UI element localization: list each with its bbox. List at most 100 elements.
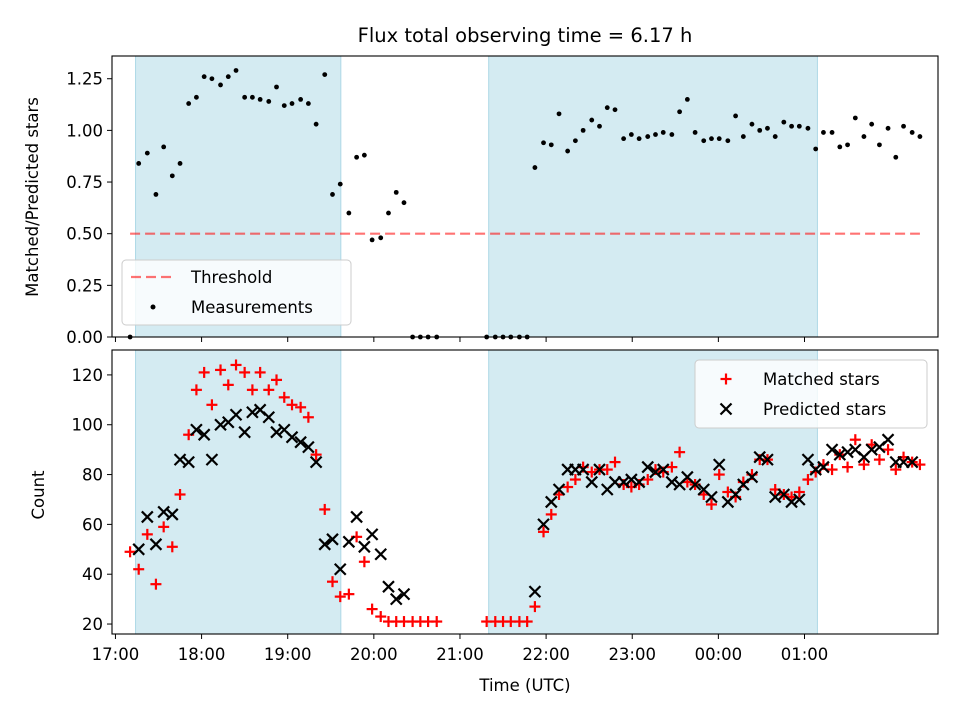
matched-star-point xyxy=(826,464,838,476)
predicted-star-point-b xyxy=(182,455,195,469)
matched-star-point xyxy=(230,359,242,371)
matched-star-point xyxy=(319,503,331,515)
measurement-point xyxy=(837,144,843,150)
measurement-point xyxy=(257,96,263,102)
matched-star-point xyxy=(705,498,717,510)
matched-star-point xyxy=(271,374,283,386)
measurement-point xyxy=(378,235,384,241)
predicted-star-point xyxy=(365,528,379,541)
measurement-point xyxy=(885,125,891,131)
measurement-point xyxy=(877,142,882,148)
predicted-star-point xyxy=(825,443,839,456)
matched-star-point xyxy=(206,399,218,411)
predicted-star-point xyxy=(397,587,411,601)
predicted-star-point xyxy=(166,508,179,521)
predicted-star-point-b xyxy=(294,435,307,449)
matched-star-point xyxy=(586,466,598,478)
matched-star-point xyxy=(890,464,902,476)
bottom-x-tick-label: 20:00 xyxy=(350,645,398,664)
measurement-point xyxy=(289,101,295,106)
predicted-star-point xyxy=(326,533,339,546)
measurement-point xyxy=(772,134,778,139)
predicted-star-point xyxy=(182,455,195,469)
measurement-point xyxy=(572,138,578,144)
predicted-star-point xyxy=(285,430,299,444)
matched-star-point xyxy=(198,366,210,378)
legend-threshold-label: Threshold xyxy=(190,268,272,287)
top-axes-frame xyxy=(111,55,939,338)
matched-star-point xyxy=(529,601,541,613)
matched-star-point xyxy=(278,391,290,403)
predicted-star-point-b xyxy=(190,423,203,436)
predicted-star-point-b xyxy=(905,455,919,469)
legend-matched-marker xyxy=(720,373,732,385)
predicted-star-point-b xyxy=(785,495,798,509)
measurement-point xyxy=(565,148,571,154)
measurement-point xyxy=(597,123,602,129)
predicted-star-point xyxy=(817,460,830,474)
measurement-point xyxy=(186,101,192,106)
measurement-point xyxy=(249,94,255,100)
measurement-point xyxy=(861,134,867,139)
bottom-y-tick-label: 120 xyxy=(72,366,104,385)
predicted-star-point-b xyxy=(649,465,662,479)
top-y-tick-label: 1.25 xyxy=(66,70,103,89)
predicted-star-point-b xyxy=(253,403,267,417)
predicted-star-point-b xyxy=(246,406,259,419)
matched-star-point xyxy=(358,556,370,568)
bottom-x-tick-label: 23:00 xyxy=(608,645,656,664)
predicted-star-point xyxy=(309,455,323,469)
legend-predicted-glyph xyxy=(719,402,733,416)
predicted-star-point-b xyxy=(801,453,815,466)
measurement-point xyxy=(209,76,215,82)
bottom-panel: 20 40 60 80 100 120 17:00 18:00 19:00 20:00 21:00 2… xyxy=(72,349,939,664)
measurement-point xyxy=(313,121,319,127)
matched-star-point xyxy=(334,591,346,603)
measurement-point xyxy=(692,130,698,135)
legend-predicted-glyph-b xyxy=(719,402,733,416)
legend-predicted-label: Predicted stars xyxy=(763,400,886,419)
measurement-point xyxy=(749,121,755,127)
measurement-point xyxy=(136,161,142,166)
predicted-star-point-b xyxy=(544,495,558,509)
measurement-point xyxy=(233,68,239,73)
measurement-point xyxy=(354,154,360,160)
bottom-x-tick-label: 22:00 xyxy=(522,645,570,664)
predicted-star-point xyxy=(318,538,332,551)
predicted-star-point xyxy=(149,538,163,551)
bottom-y-tick-label: 20 xyxy=(82,615,103,634)
predicted-star-point xyxy=(141,510,154,524)
matched-star-point xyxy=(302,411,314,423)
predicted-star-point-b xyxy=(656,463,670,476)
predicted-star-point xyxy=(729,488,742,501)
predicted-star-point-b xyxy=(326,533,339,546)
matched-star-point xyxy=(802,474,814,486)
matched-star-point xyxy=(133,563,145,575)
bottom-y-tick-label: 80 xyxy=(82,466,103,485)
predicted-star-point xyxy=(761,453,774,466)
measurement-point xyxy=(796,123,802,129)
predicted-star-point xyxy=(214,418,227,432)
measurement-point xyxy=(393,189,399,195)
predicted-star-point xyxy=(585,475,599,489)
predicted-star-point xyxy=(132,543,145,556)
measurement-point xyxy=(684,96,690,102)
predicted-star-point-b xyxy=(665,475,679,489)
measurement-point xyxy=(604,105,610,111)
predicted-star-point-b xyxy=(817,460,830,474)
predicted-star-point xyxy=(753,450,766,464)
matched-star-point xyxy=(666,461,678,473)
bottom-shaded-range xyxy=(135,350,342,634)
measurement-point xyxy=(298,96,304,102)
measurement-point xyxy=(242,94,248,100)
predicted-star-point-b xyxy=(753,450,766,464)
predicted-star-point xyxy=(302,440,315,454)
legend-measurements-marker xyxy=(150,304,156,310)
measurement-point xyxy=(709,136,714,142)
bottom-plot-area xyxy=(135,350,818,634)
predicted-star-point-b xyxy=(149,538,163,551)
matched-star-point xyxy=(914,459,926,471)
matched-star-point xyxy=(326,576,338,588)
matched-star-point xyxy=(674,446,686,458)
